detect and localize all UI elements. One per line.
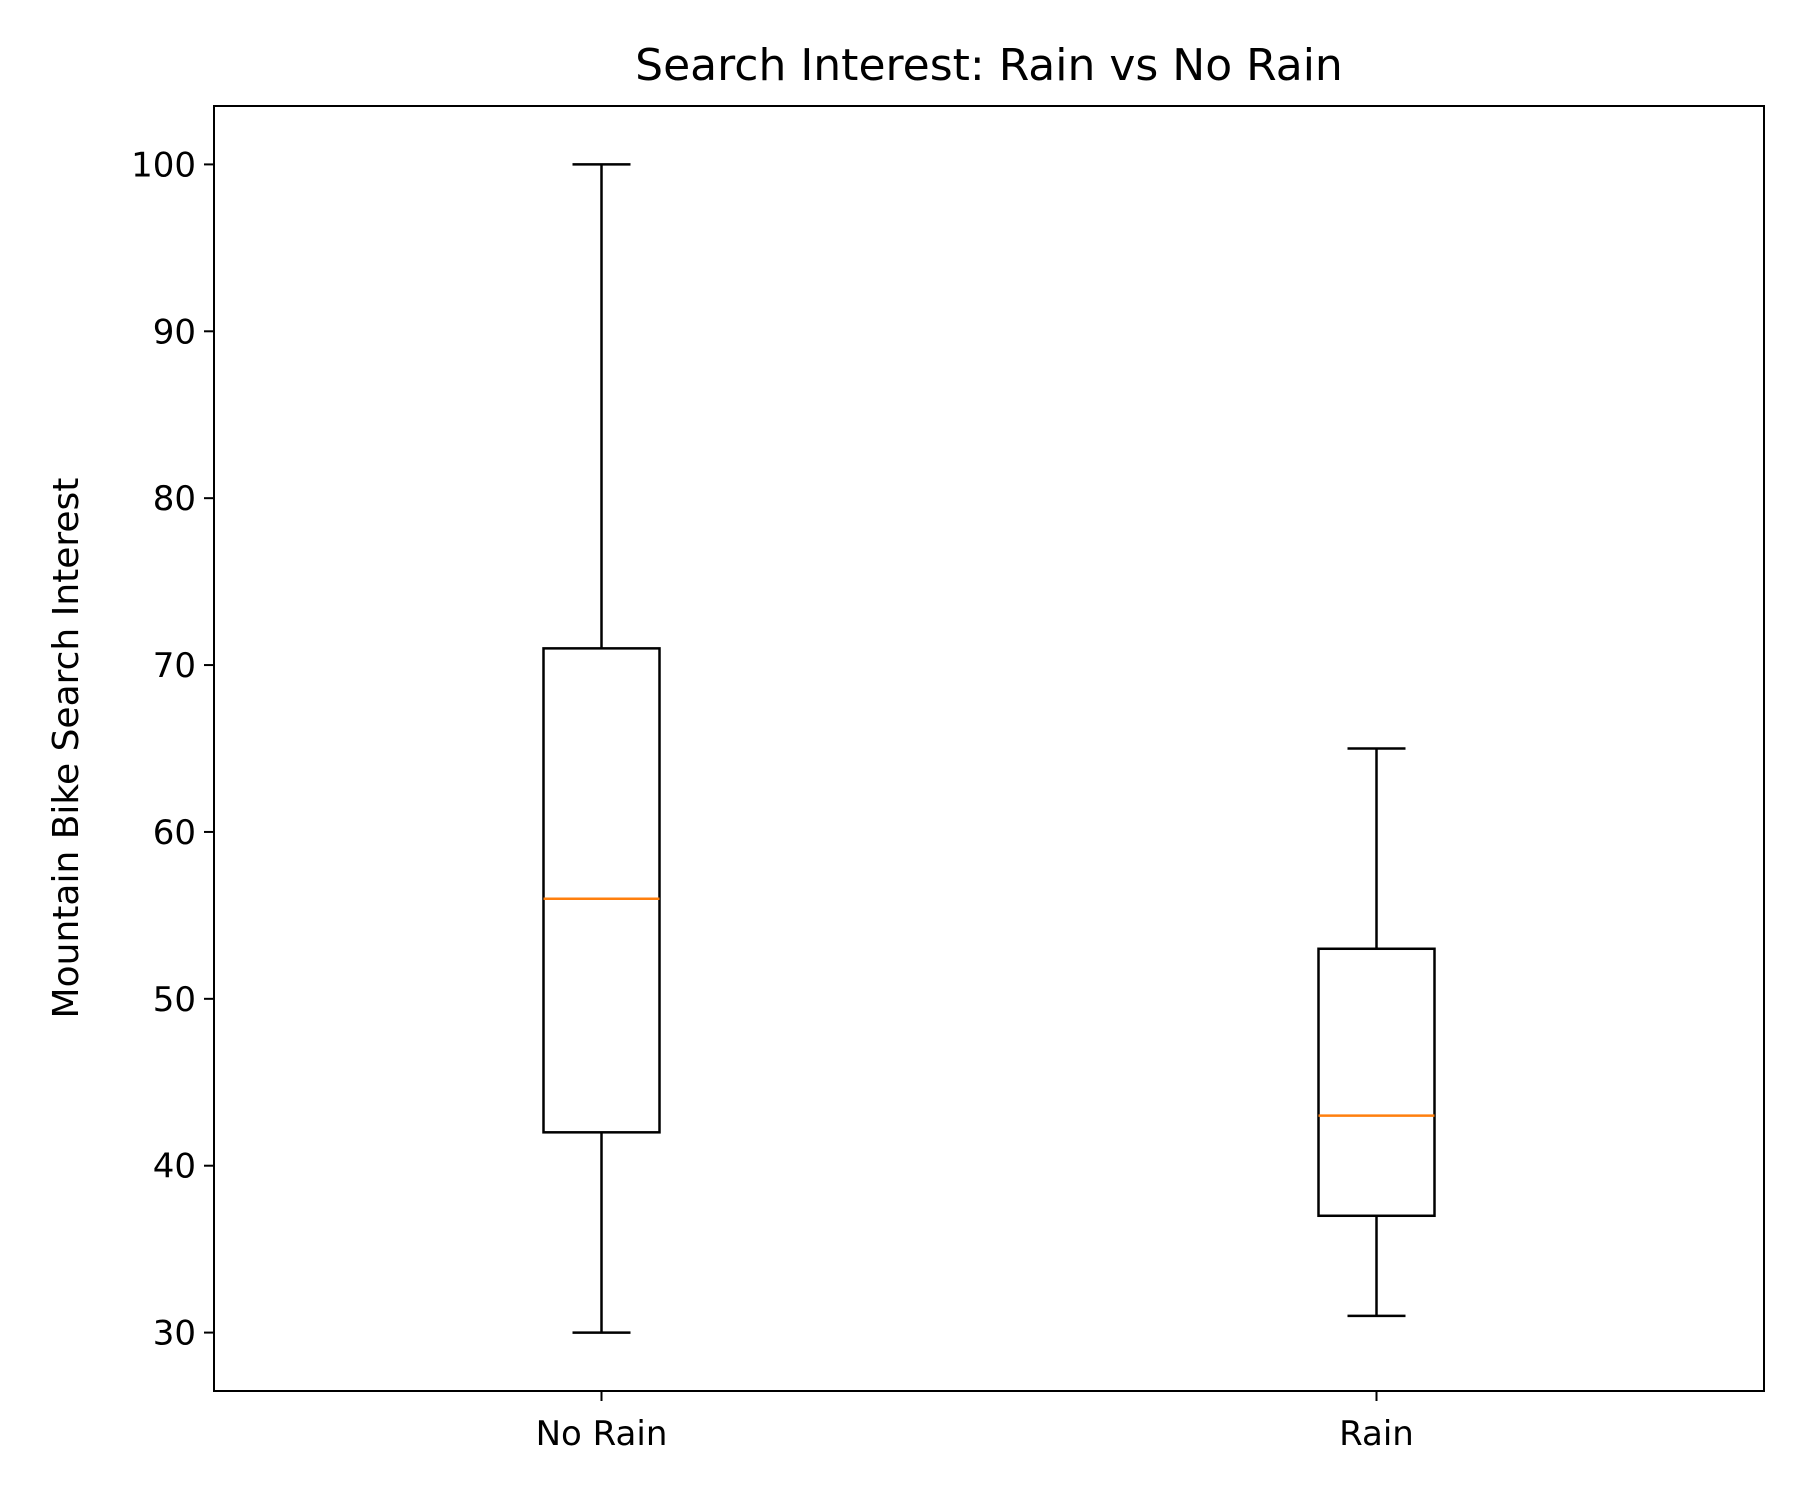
marks-layer <box>542 163 1436 1334</box>
x-tick-label: No Rain <box>536 1414 668 1454</box>
x-axis: No Rain Rain <box>536 1391 1414 1454</box>
y-axis-label: Mountain Bike Search Interest <box>46 478 87 1019</box>
x-tick-label: Rain <box>1339 1414 1414 1454</box>
y-tick-label: 50 <box>153 980 196 1020</box>
y-tick-label: 100 <box>131 145 196 185</box>
chart-title: Search Interest: Rain vs No Rain <box>635 40 1343 91</box>
y-tick-label: 80 <box>153 479 196 519</box>
y-tick-label: 60 <box>153 813 196 853</box>
y-tick-label: 30 <box>153 1314 196 1354</box>
y-tick-label: 70 <box>153 646 196 686</box>
iqr-box <box>542 647 661 1134</box>
box-rain <box>1317 747 1436 1318</box>
iqr-box <box>1317 947 1436 1218</box>
y-axis: 30 40 50 60 70 80 90 100 <box>131 145 214 1354</box>
box-no-rain <box>542 163 661 1334</box>
y-tick-label: 90 <box>153 312 196 352</box>
y-tick-label: 40 <box>153 1147 196 1187</box>
plot-frame <box>213 105 1765 1392</box>
